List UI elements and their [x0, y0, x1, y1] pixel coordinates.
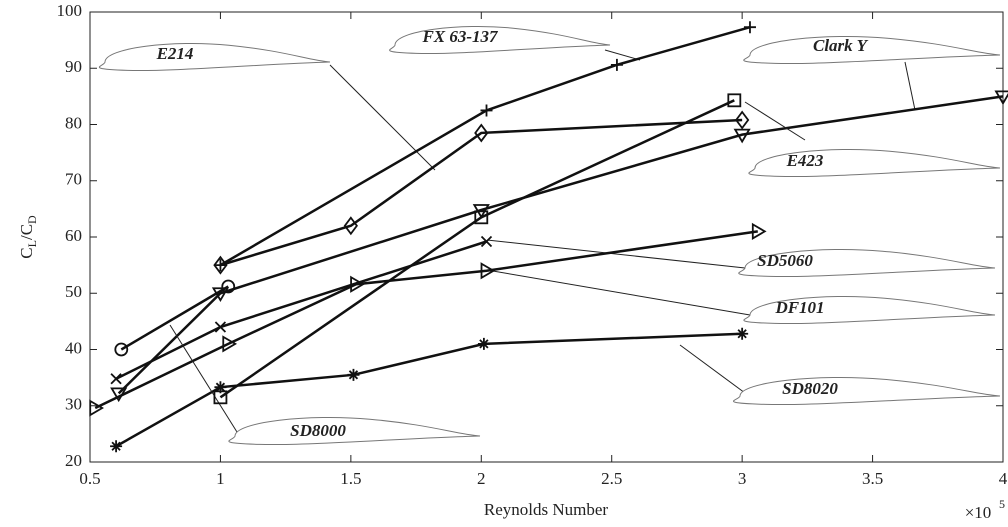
- x-tick-label: 1.5: [340, 469, 361, 488]
- marker: [478, 338, 490, 350]
- callout-line: [680, 345, 745, 393]
- legend-label: E214: [156, 44, 194, 63]
- callout-line: [330, 65, 435, 170]
- marker: [481, 104, 493, 116]
- legend-label: FX 63-137: [421, 27, 499, 46]
- y-label-part: /C: [17, 224, 36, 240]
- x-tick-label: 3.5: [862, 469, 883, 488]
- marker: [110, 440, 122, 452]
- legend-label: DF101: [774, 298, 824, 317]
- x-axis-label: Reynolds Number: [484, 500, 609, 519]
- y-axis-label: CL/CD: [17, 215, 39, 259]
- chart: Reynolds Number ×10 5 CL/CD 0.5 1 1.5 2 2.5 3…: [0, 0, 1008, 527]
- legend-label: Clark Y: [813, 36, 869, 55]
- y-tick-label: 40: [65, 338, 82, 357]
- legend-label: SD5060: [757, 251, 813, 270]
- marker: [736, 328, 748, 340]
- y-tick-label: 90: [65, 57, 82, 76]
- x-tick-label: 1: [216, 469, 225, 488]
- x-tick-label: 2.5: [601, 469, 622, 488]
- marker: [611, 59, 623, 71]
- x-tick-label: 4: [999, 469, 1008, 488]
- y-label-part: C: [17, 247, 36, 258]
- legend-label: SD8020: [782, 379, 838, 398]
- airfoil-shape: [734, 377, 1001, 404]
- legend-label: SD8000: [290, 421, 346, 440]
- airfoil-shape: [229, 417, 480, 444]
- y-tick-label: 70: [65, 170, 82, 189]
- y-tick-label: 80: [65, 113, 82, 132]
- y-tick-label: 30: [65, 395, 82, 414]
- series-line: [119, 96, 1003, 393]
- callout-line: [170, 325, 237, 432]
- series-line: [220, 100, 734, 397]
- callout-line: [605, 50, 640, 60]
- airfoil-shape: [744, 36, 1000, 63]
- legend-label: E423: [786, 151, 824, 170]
- callout-line: [487, 270, 750, 315]
- marker: [744, 21, 756, 33]
- x-tick-label: 0.5: [79, 469, 100, 488]
- x-tick-label: 2: [477, 469, 486, 488]
- x-scale-base: ×10: [965, 503, 992, 522]
- callout-line: [905, 62, 915, 110]
- marker: [214, 259, 226, 271]
- y-label-sub: L: [25, 240, 39, 247]
- airfoil-shape: [99, 43, 330, 70]
- y-tick-label: 50: [65, 282, 82, 301]
- callout-line: [745, 102, 805, 140]
- x-scale-exponent: 5: [999, 497, 1005, 511]
- series-line: [121, 287, 228, 350]
- x-tick-label: 3: [738, 469, 747, 488]
- y-tick-label: 20: [65, 451, 82, 470]
- y-tick-label: 100: [57, 1, 83, 20]
- y-axis-label-text: CL/CD: [17, 215, 39, 259]
- marker: [347, 369, 359, 381]
- marker: [111, 374, 121, 384]
- y-label-sub: D: [25, 215, 39, 224]
- y-tick-label: 60: [65, 226, 82, 245]
